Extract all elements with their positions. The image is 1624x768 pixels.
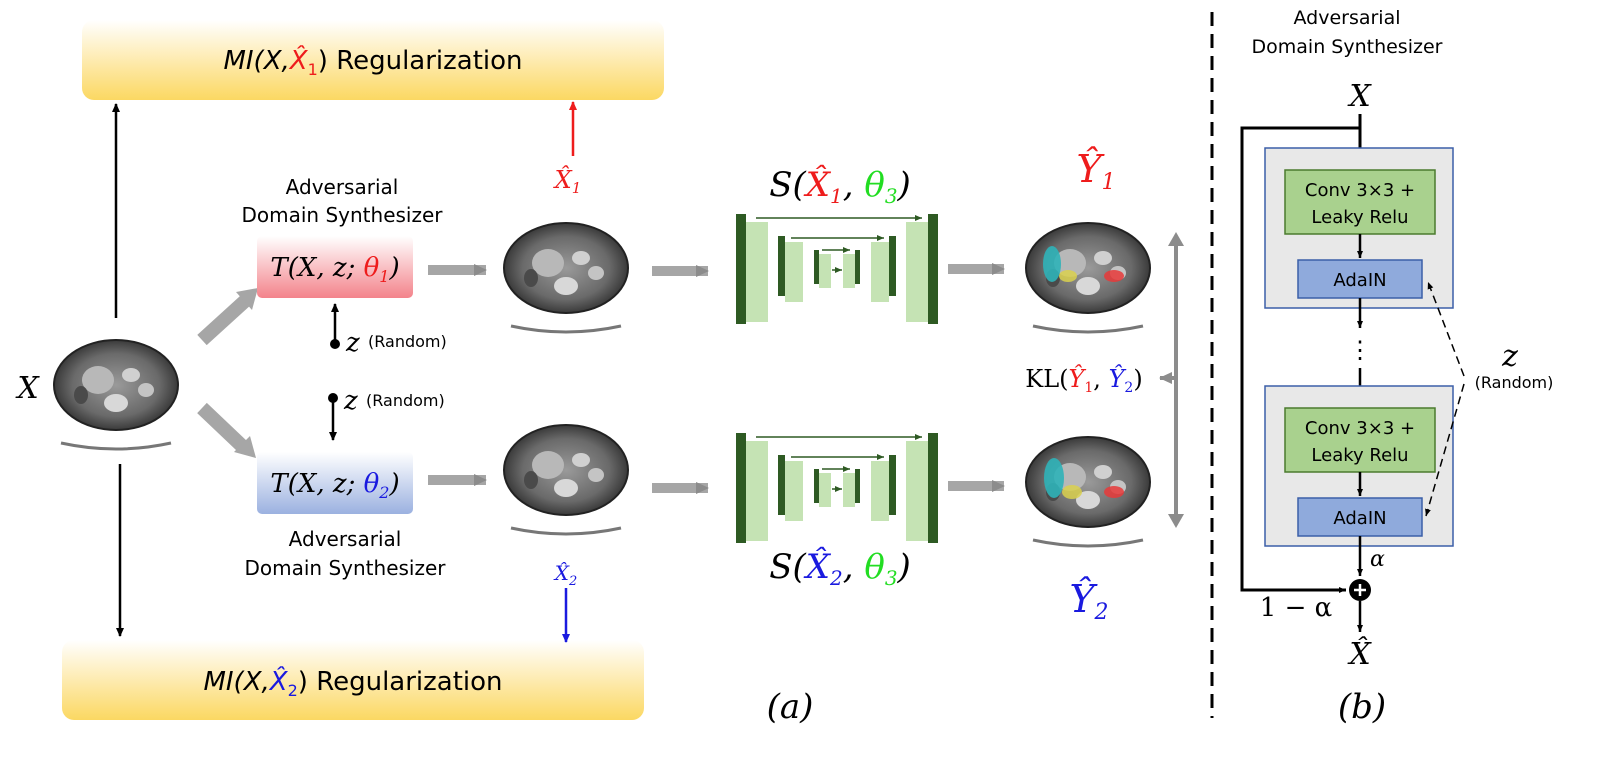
panel-b-label: (b) — [1338, 687, 1386, 727]
syn2-caption-line2: Domain Synthesizer — [245, 556, 447, 580]
panel-a-label: (a) — [767, 687, 814, 727]
one-minus-alpha-label: 1 − α — [1260, 593, 1332, 623]
z2-random-label: (Random) — [366, 391, 445, 410]
z2-label: z — [343, 386, 358, 416]
syn1-box — [257, 236, 413, 298]
z-dashed-to-adain2 — [1425, 383, 1465, 517]
z1-random-label: (Random) — [368, 332, 447, 351]
adain-box-1-label: AdaIN — [1333, 270, 1386, 291]
z1-dot — [330, 339, 340, 349]
arrow-input-to-syn2 — [197, 402, 247, 452]
adain-box-2-label: AdaIN — [1333, 508, 1386, 529]
seg2-formula: S(X̂2, θ3) — [769, 546, 911, 590]
conv-box-2-line1: Conv 3×3 + — [1305, 418, 1415, 439]
arrow-input-to-syn2-head — [234, 436, 256, 458]
panel-b-title-line2: Domain Synthesizer — [1252, 36, 1443, 58]
conv-box-2-line2: Leaky Relu — [1311, 445, 1408, 466]
xhat2-label: X̂2 — [553, 561, 578, 589]
conv-box-2 — [1284, 407, 1436, 473]
panel-b-input-x: X — [1347, 79, 1372, 114]
seg1-formula: S(X̂1, θ3) — [769, 164, 911, 208]
kl-bar-bottom-head — [1168, 514, 1184, 528]
z1-label: z — [345, 328, 360, 358]
mi-regularization-top-label: MI(X,X̂1) Regularization — [223, 44, 522, 79]
unet-1 — [736, 214, 938, 324]
xhat1-label: X̂1 — [553, 166, 582, 197]
syn1-caption-line1: Adversarial — [286, 175, 399, 199]
conv-box-1-line2: Leaky Relu — [1311, 207, 1408, 228]
unet-2 — [736, 433, 938, 543]
arrow-input-to-syn1-head — [236, 288, 258, 310]
conv-box-1-line1: Conv 3×3 + — [1305, 180, 1415, 201]
syn1-formula: T(X, z; θ1) — [270, 253, 399, 286]
yhat2-image — [1024, 435, 1152, 548]
panel-b-title-line1: Adversarial — [1293, 7, 1400, 29]
alpha-label: α — [1370, 547, 1385, 572]
z2-dot — [328, 393, 338, 403]
panel-b-z-random: (Random) — [1475, 373, 1554, 392]
conv-box-1 — [1284, 169, 1436, 235]
xhat1-image — [502, 221, 630, 334]
sum-node-plus — [1354, 584, 1366, 596]
kl-label: KL(Ŷ1, Ŷ2) — [1025, 364, 1142, 396]
mi-regularization-bottom-box — [62, 640, 644, 720]
yhat2-label: Ŷ2 — [1069, 577, 1108, 625]
syn2-caption-line1: Adversarial — [289, 527, 402, 551]
output-xhat: X̂ — [1347, 637, 1372, 672]
syn2-box — [257, 452, 413, 514]
syn1-caption-line2: Domain Synthesizer — [242, 203, 444, 227]
mi-regularization-top-box — [82, 20, 664, 100]
syn2-formula: T(X, z; θ2) — [270, 469, 399, 502]
ellipsis: ⋮ — [1348, 336, 1372, 364]
adain-box-2 — [1297, 497, 1423, 537]
input-x-label: X — [15, 371, 40, 406]
mi-regularization-bottom-label: MI(X,X̂2) Regularization — [203, 665, 502, 700]
arrow-input-to-syn1 — [197, 294, 251, 346]
skip-connection — [1240, 126, 1360, 593]
yhat1-label: Ŷ1 — [1076, 147, 1115, 195]
yhat1-image — [1024, 221, 1152, 334]
kl-bar-top-head — [1168, 232, 1184, 246]
panel-b-z-label: z — [1501, 339, 1518, 374]
input-ct-image — [52, 338, 180, 451]
xhat2-image — [502, 423, 630, 536]
z-dashed-to-adain1 — [1427, 281, 1465, 377]
